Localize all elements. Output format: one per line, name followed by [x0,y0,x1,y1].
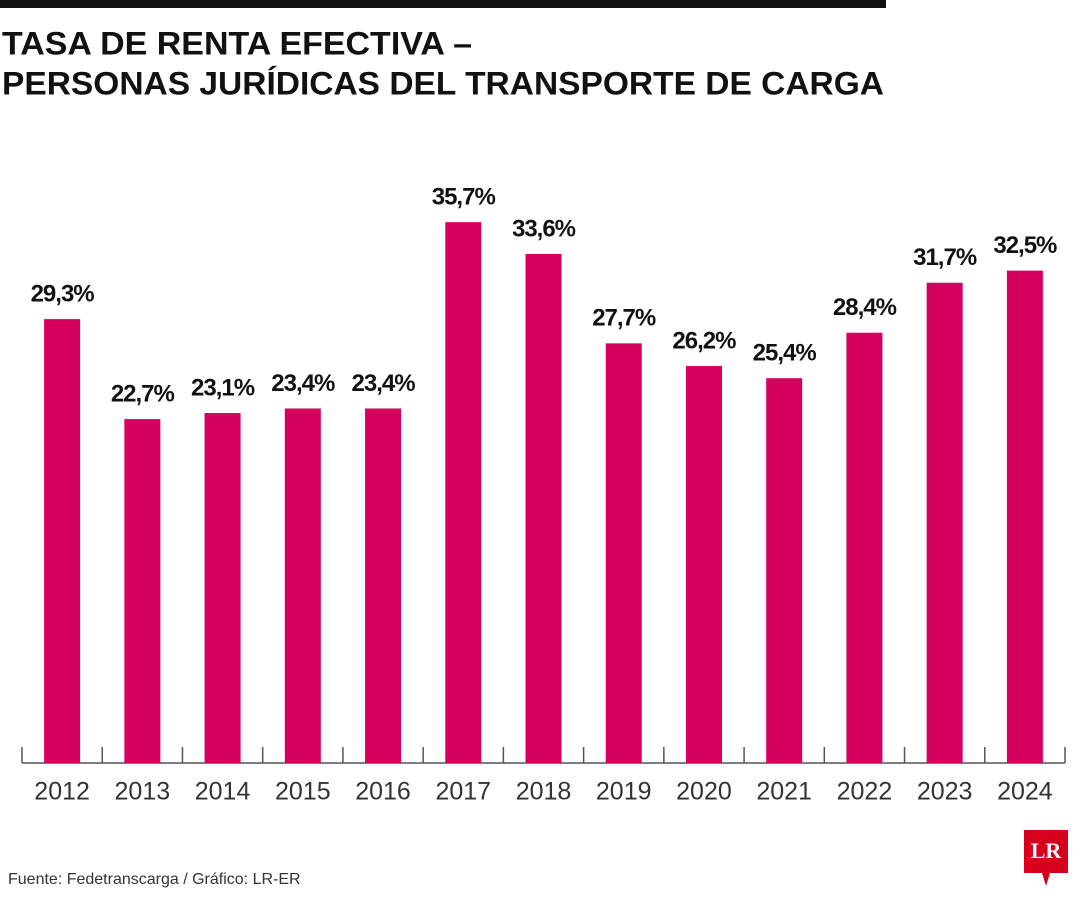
bar [846,332,883,763]
top-rule [0,0,886,8]
bar [1006,270,1043,763]
bar [685,366,722,763]
bar [204,413,241,763]
x-tick-label: 2020 [676,778,732,806]
source-note: Fuente: Fedetranscarga / Gráfico: LR-ER [8,871,301,888]
x-tick-label: 2017 [435,778,491,806]
bar [605,343,642,763]
value-label: 35,7% [432,183,496,210]
bar [445,222,482,763]
x-tick-label: 2014 [195,778,251,806]
bar [284,408,321,763]
x-tick-label: 2018 [516,778,572,806]
value-label: 33,6% [512,215,576,242]
x-tick-label: 2019 [596,778,652,806]
value-label: 26,2% [672,327,736,354]
value-label: 31,7% [913,244,977,271]
logo-text: LR [1031,838,1063,863]
bar [44,319,81,763]
bar [926,282,963,763]
x-tick-label: 2021 [756,778,812,806]
x-tick-label: 2012 [34,778,90,806]
value-label: 29,3% [31,280,95,307]
value-label: 23,1% [191,374,255,401]
x-tick-label: 2024 [997,778,1053,806]
bar [124,419,161,763]
value-label: 27,7% [592,305,656,332]
chart-title: PERSONAS JURÍDICAS DEL TRANSPORTE DE CAR… [2,65,884,101]
value-label: 23,4% [352,370,416,397]
x-tick-label: 2016 [355,778,411,806]
value-label: 25,4% [753,340,817,367]
value-label: 32,5% [993,232,1057,259]
logo-badge [1024,830,1068,886]
value-label: 23,4% [271,370,335,397]
bar [525,253,562,763]
value-label: 22,7% [111,380,175,407]
chart-title: TASA DE RENTA EFECTIVA – [2,25,472,61]
bar [365,408,402,763]
x-tick-label: 2022 [837,778,893,806]
bar [766,378,803,763]
x-tick-label: 2023 [917,778,973,806]
value-label: 28,4% [833,294,897,321]
x-tick-label: 2013 [115,778,171,806]
x-tick-label: 2015 [275,778,331,806]
